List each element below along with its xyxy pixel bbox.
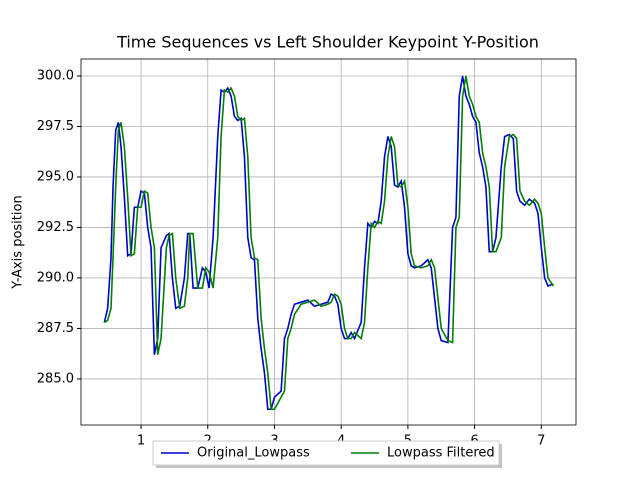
y-tick-label: 292.5	[37, 220, 74, 235]
series-line	[103, 75, 554, 411]
series-line	[103, 75, 554, 411]
x-tick-label: 1	[137, 434, 145, 449]
x-tick-label: 7	[537, 434, 545, 449]
y-tick-label: 300.0	[37, 68, 74, 83]
legend-label: Original_Lowpass	[197, 446, 310, 461]
legend-label: Lowpass Filtered	[387, 446, 495, 461]
y-tick-label: 295.0	[37, 169, 74, 184]
chart-title: Time Sequences vs Left Shoulder Keypoint…	[116, 33, 539, 52]
y-tick-label: 297.5	[37, 119, 74, 134]
y-tick-label: 287.5	[37, 321, 74, 336]
legend-box	[152, 440, 500, 466]
plot-frame	[80, 58, 577, 426]
y-axis-label: Y-Axis position	[11, 195, 26, 289]
y-tick-label: 285.0	[37, 371, 74, 386]
y-tick-label: 290.0	[37, 270, 74, 285]
